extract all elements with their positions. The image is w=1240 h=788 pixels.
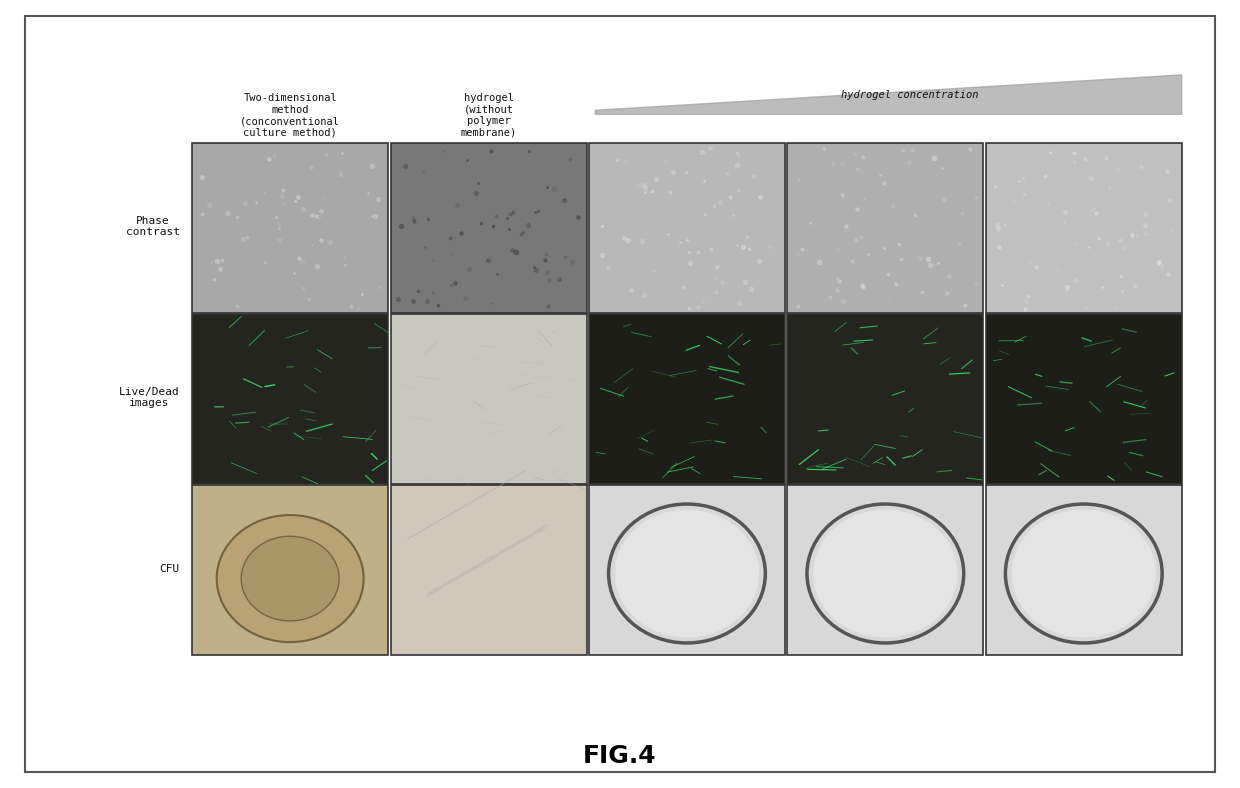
Bar (391, 314, 587, 484)
Bar (391, 485, 587, 655)
Bar (192, 143, 388, 313)
Text: hydrogel concentration: hydrogel concentration (842, 90, 978, 99)
Bar (787, 314, 983, 484)
Text: hydrogel
(without
polymer
membrane): hydrogel (without polymer membrane) (460, 93, 517, 138)
Bar (589, 485, 785, 655)
Text: Live/Dead
images: Live/Dead images (119, 387, 180, 408)
Ellipse shape (1012, 510, 1156, 637)
Text: CFU: CFU (160, 563, 180, 574)
Bar (192, 314, 388, 484)
Text: Phase
contrast: Phase contrast (125, 216, 180, 237)
Ellipse shape (615, 510, 759, 637)
Bar (589, 143, 785, 313)
Bar (391, 143, 587, 313)
Bar (986, 314, 1182, 484)
Bar (787, 485, 983, 655)
Text: Two-dimensional
method
(conconventional
culture method): Two-dimensional method (conconventional … (241, 93, 340, 138)
Ellipse shape (241, 537, 339, 621)
Ellipse shape (813, 510, 957, 637)
Bar (986, 485, 1182, 655)
Polygon shape (595, 75, 1182, 114)
Ellipse shape (217, 515, 363, 642)
Bar (589, 314, 785, 484)
Bar (787, 143, 983, 313)
Text: FIG.4: FIG.4 (583, 745, 657, 768)
Bar (192, 485, 388, 655)
Bar (986, 143, 1182, 313)
